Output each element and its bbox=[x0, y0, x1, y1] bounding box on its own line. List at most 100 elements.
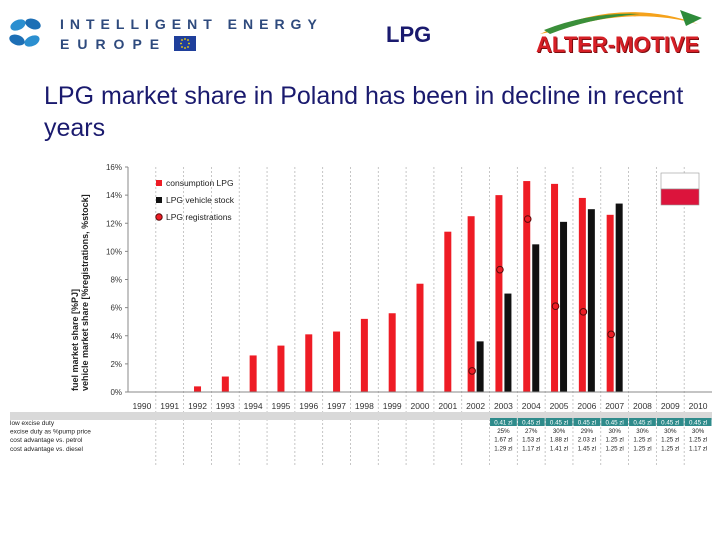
x-tick-label: 2006 bbox=[577, 401, 596, 411]
bar-consumption-lpg bbox=[277, 345, 285, 392]
marker-lpg-registrations bbox=[496, 265, 504, 274]
intelligent-energy-europe-logo: INTELLIGENT ENERGY EUROPE bbox=[8, 12, 317, 58]
table-cell: 1.25 zl bbox=[661, 445, 679, 452]
legend-label: LPG vehicle stock bbox=[166, 195, 235, 205]
bar-lpg-vehicle-stock bbox=[560, 221, 568, 392]
y-tick-label: 4% bbox=[110, 332, 122, 341]
x-tick-label: 1994 bbox=[244, 401, 263, 411]
table-cell: 0.45 zl bbox=[633, 420, 651, 427]
table-cell: 0.45 zl bbox=[606, 420, 624, 427]
table-row-label: low excise duty bbox=[10, 420, 55, 427]
table-cell: 1.25 zl bbox=[633, 437, 651, 444]
ie-line-1: INTELLIGENT ENERGY bbox=[60, 16, 323, 32]
table-cell: 30% bbox=[608, 428, 621, 435]
bar-consumption-lpg bbox=[249, 355, 257, 392]
table-cell: 0.45 zl bbox=[522, 420, 540, 427]
bar-consumption-lpg bbox=[194, 386, 202, 392]
bar-lpg-vehicle-stock bbox=[504, 293, 512, 392]
table-header-band bbox=[10, 412, 712, 420]
bar-consumption-lpg bbox=[523, 181, 531, 392]
table-cell: 30% bbox=[636, 428, 649, 435]
x-tick-label: 2003 bbox=[494, 401, 513, 411]
bar-consumption-lpg bbox=[305, 334, 313, 392]
table-cell: 1.17 zl bbox=[689, 445, 707, 452]
bar-lpg-vehicle-stock bbox=[587, 209, 595, 392]
table-cell: 1.53 zl bbox=[522, 437, 540, 444]
x-tick-label: 1990 bbox=[132, 401, 151, 411]
table-cell: 1.25 zl bbox=[633, 445, 651, 452]
bar-consumption-lpg bbox=[551, 183, 559, 392]
x-tick-label: 1997 bbox=[327, 401, 346, 411]
marker-lpg-registrations bbox=[523, 215, 532, 223]
x-tick-label: 2002 bbox=[466, 401, 485, 411]
table-cell-highlight bbox=[545, 418, 573, 426]
x-tick-label: 1996 bbox=[299, 401, 318, 411]
table-cell: 30% bbox=[692, 428, 705, 435]
table-cell-highlight bbox=[656, 418, 684, 426]
x-tick-label: 1991 bbox=[160, 401, 179, 411]
table-cell: 30% bbox=[553, 428, 566, 435]
bar-consumption-lpg bbox=[360, 318, 368, 392]
bar-consumption-lpg bbox=[444, 231, 452, 392]
table-cell: 1.25 zl bbox=[689, 437, 707, 444]
table-cell: 1.17 zl bbox=[522, 445, 540, 452]
legend-label: LPG registrations bbox=[166, 212, 232, 222]
flower-icon bbox=[9, 18, 41, 47]
slide-title: LPG market share in Poland has been in d… bbox=[44, 82, 684, 142]
table-cell-highlight bbox=[629, 418, 656, 426]
bar-consumption-lpg bbox=[578, 197, 586, 392]
table-cell: 0.45 zl bbox=[550, 420, 568, 427]
slide-tag: LPG bbox=[386, 22, 432, 47]
bar-consumption-lpg bbox=[333, 331, 341, 392]
x-tick-label: 2000 bbox=[411, 401, 430, 411]
y-tick-label: 16% bbox=[106, 163, 122, 172]
marker-lpg-registrations bbox=[579, 308, 588, 316]
y-axis-title: fuel market share [%PJ] vehicle market s… bbox=[70, 194, 90, 391]
table-cell-highlight bbox=[490, 418, 517, 426]
table-cell-highlight bbox=[601, 418, 629, 426]
table-cell: 2.03 zl bbox=[578, 437, 596, 444]
x-tick-label: 2009 bbox=[661, 401, 680, 411]
table-cell: 1.45 zl bbox=[578, 445, 596, 452]
table-row-label: cost advantage vs. petrol bbox=[10, 437, 83, 444]
table-cell: 1.25 zl bbox=[606, 437, 624, 444]
marker-lpg-registrations bbox=[607, 330, 615, 339]
swoosh-icon bbox=[540, 10, 702, 34]
x-tick-label: 2001 bbox=[438, 401, 457, 411]
y-tick-label: 2% bbox=[110, 360, 122, 369]
legend-swatch-stock bbox=[156, 197, 162, 203]
y-tick-label: 14% bbox=[106, 191, 122, 200]
alter-motive-logo: ALTER-MOTIVE bbox=[530, 4, 710, 64]
bar-consumption-lpg bbox=[416, 283, 424, 392]
bar-lpg-vehicle-stock bbox=[476, 341, 484, 392]
y-tick-label: 12% bbox=[106, 219, 122, 228]
x-tick-label: 2007 bbox=[605, 401, 624, 411]
x-tick-label: 1999 bbox=[383, 401, 402, 411]
table-cell: 1.29 zl bbox=[494, 445, 512, 452]
marker-lpg-registrations bbox=[551, 302, 560, 311]
table-cell: 1.88 zl bbox=[550, 437, 568, 444]
legend-swatch-consumption bbox=[156, 180, 162, 186]
table-cell: 25% bbox=[497, 428, 510, 435]
table-cell: 27% bbox=[525, 428, 538, 435]
alter-motive-wordmark: ALTER-MOTIVE bbox=[536, 32, 700, 57]
x-tick-label: 2010 bbox=[689, 401, 708, 411]
table-cell: 0.41 zl bbox=[494, 420, 512, 427]
table-cell-highlight bbox=[684, 418, 712, 426]
y-tick-label: 10% bbox=[106, 247, 122, 256]
bar-consumption-lpg bbox=[221, 376, 229, 392]
table-row-label: cost advantage vs. diesel bbox=[10, 446, 84, 453]
bar-consumption-lpg bbox=[606, 214, 614, 392]
table-cell: 29% bbox=[581, 428, 594, 435]
x-tick-label: 1998 bbox=[355, 401, 374, 411]
ie-line-2: EUROPE bbox=[60, 36, 168, 52]
chart-svg: fuel market share [%PJ] vehicle market s… bbox=[10, 163, 712, 465]
ylabel-line1: fuel market share [%PJ] bbox=[70, 289, 80, 391]
table-cell: 1.25 zl bbox=[606, 445, 624, 452]
y-tick-label: 6% bbox=[110, 304, 122, 313]
table-cell: 1.67 zl bbox=[494, 437, 512, 444]
bar-lpg-vehicle-stock bbox=[615, 203, 623, 392]
x-tick-label: 1995 bbox=[271, 401, 290, 411]
ylabel-line2: vehicle market share [%registrations, %s… bbox=[80, 194, 90, 391]
x-tick-label: 1993 bbox=[216, 401, 235, 411]
